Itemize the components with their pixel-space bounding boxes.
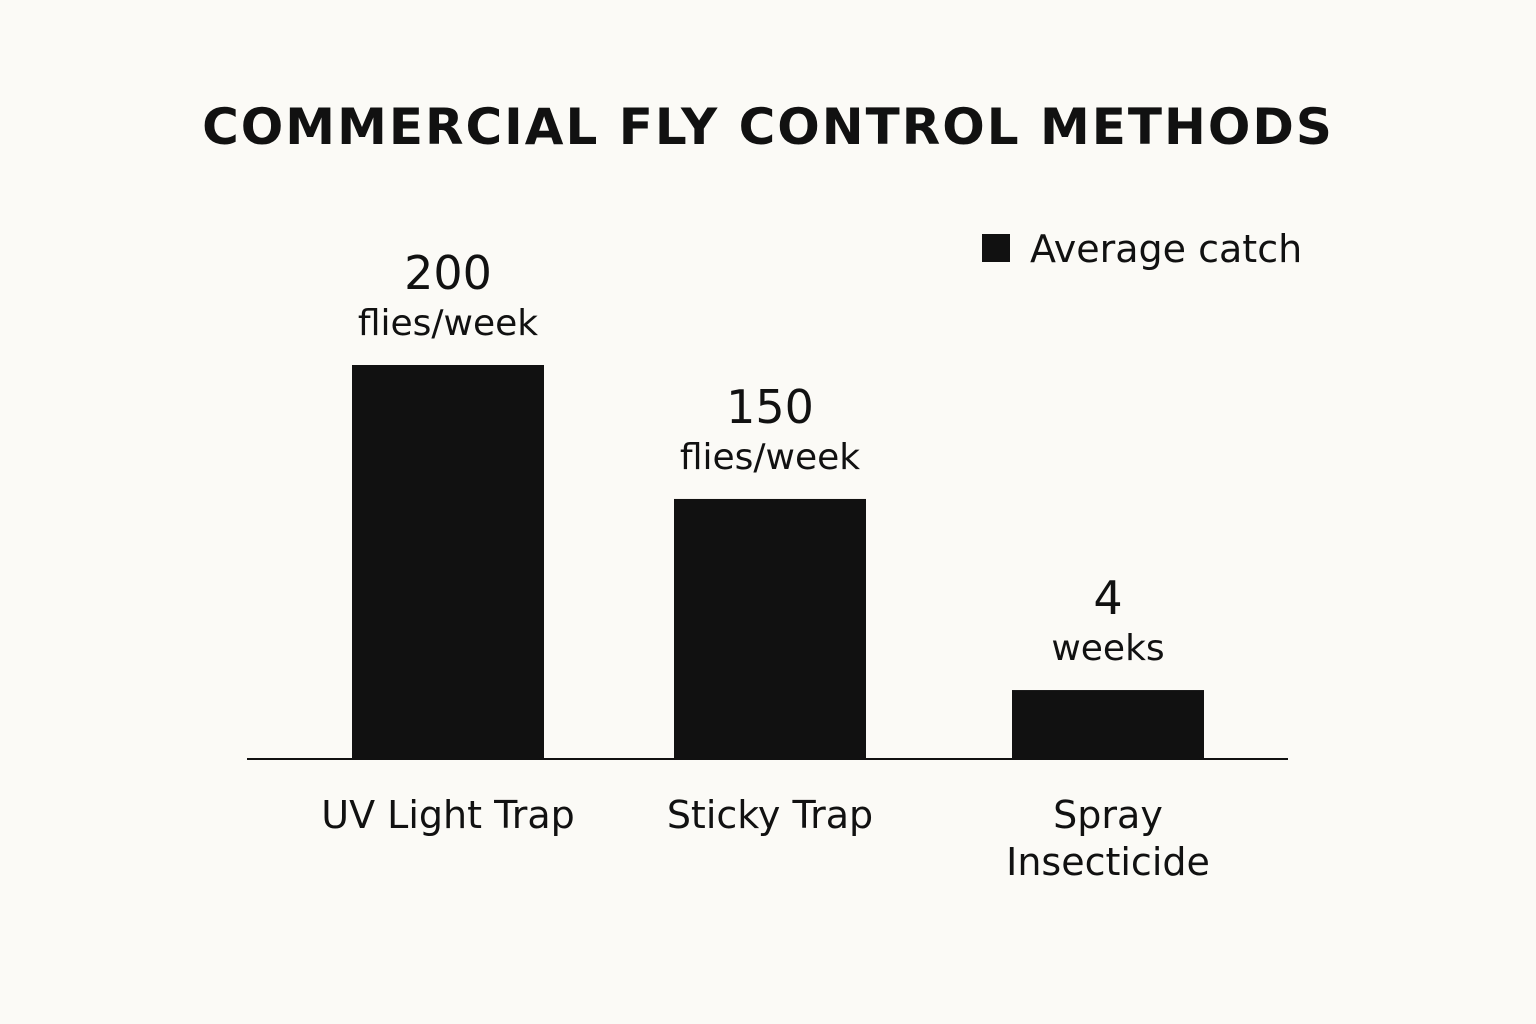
bar-unit-label: flies/week — [680, 437, 860, 478]
bar-value-label: 4 — [1093, 571, 1122, 625]
category-label: UV Light Trap — [321, 793, 574, 837]
bar — [1012, 690, 1204, 759]
chart-title: COMMERCIAL FLY CONTROL METHODS — [202, 98, 1334, 156]
category-label: Insecticide — [1006, 840, 1210, 884]
bar — [352, 365, 544, 759]
category-label: Spray — [1053, 793, 1163, 837]
bar — [674, 498, 866, 759]
bar-unit-label: flies/week — [358, 303, 538, 344]
bar-unit-label: weeks — [1051, 628, 1164, 669]
bar-value-label: 150 — [726, 380, 814, 434]
legend: Average catch — [982, 227, 1302, 271]
legend-swatch — [982, 234, 1010, 262]
legend-label: Average catch — [1030, 227, 1302, 271]
bar-value-label: 200 — [404, 246, 492, 300]
bars-group — [352, 365, 1204, 759]
category-label: Sticky Trap — [667, 793, 873, 837]
